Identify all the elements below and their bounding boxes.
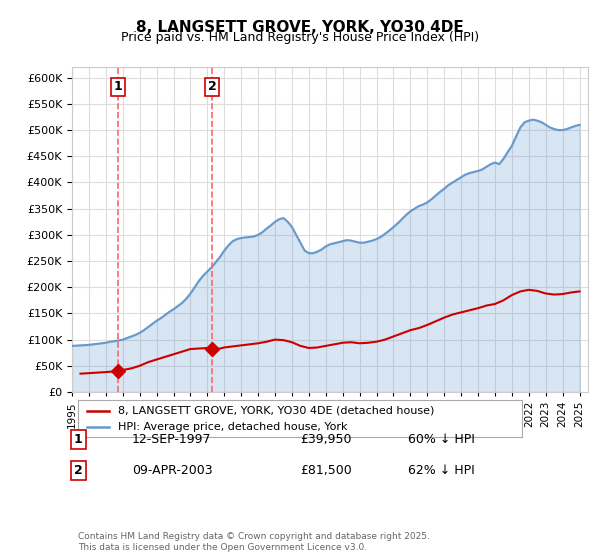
Text: HPI: Average price, detached house, York: HPI: Average price, detached house, York	[118, 422, 347, 432]
Text: Contains HM Land Registry data © Crown copyright and database right 2025.
This d: Contains HM Land Registry data © Crown c…	[78, 532, 430, 552]
Text: 60% ↓ HPI: 60% ↓ HPI	[408, 433, 475, 446]
Text: 2: 2	[208, 80, 216, 93]
Text: 2: 2	[74, 464, 82, 477]
Text: £81,500: £81,500	[300, 464, 352, 477]
Text: 8, LANGSETT GROVE, YORK, YO30 4DE: 8, LANGSETT GROVE, YORK, YO30 4DE	[136, 20, 464, 35]
Text: Price paid vs. HM Land Registry's House Price Index (HPI): Price paid vs. HM Land Registry's House …	[121, 31, 479, 44]
Text: 12-SEP-1997: 12-SEP-1997	[132, 433, 212, 446]
Text: 1: 1	[74, 433, 82, 446]
Text: 1: 1	[113, 80, 122, 93]
Text: £39,950: £39,950	[300, 433, 352, 446]
Text: 8, LANGSETT GROVE, YORK, YO30 4DE (detached house): 8, LANGSETT GROVE, YORK, YO30 4DE (detac…	[118, 405, 434, 416]
Text: 09-APR-2003: 09-APR-2003	[132, 464, 212, 477]
Text: 62% ↓ HPI: 62% ↓ HPI	[408, 464, 475, 477]
